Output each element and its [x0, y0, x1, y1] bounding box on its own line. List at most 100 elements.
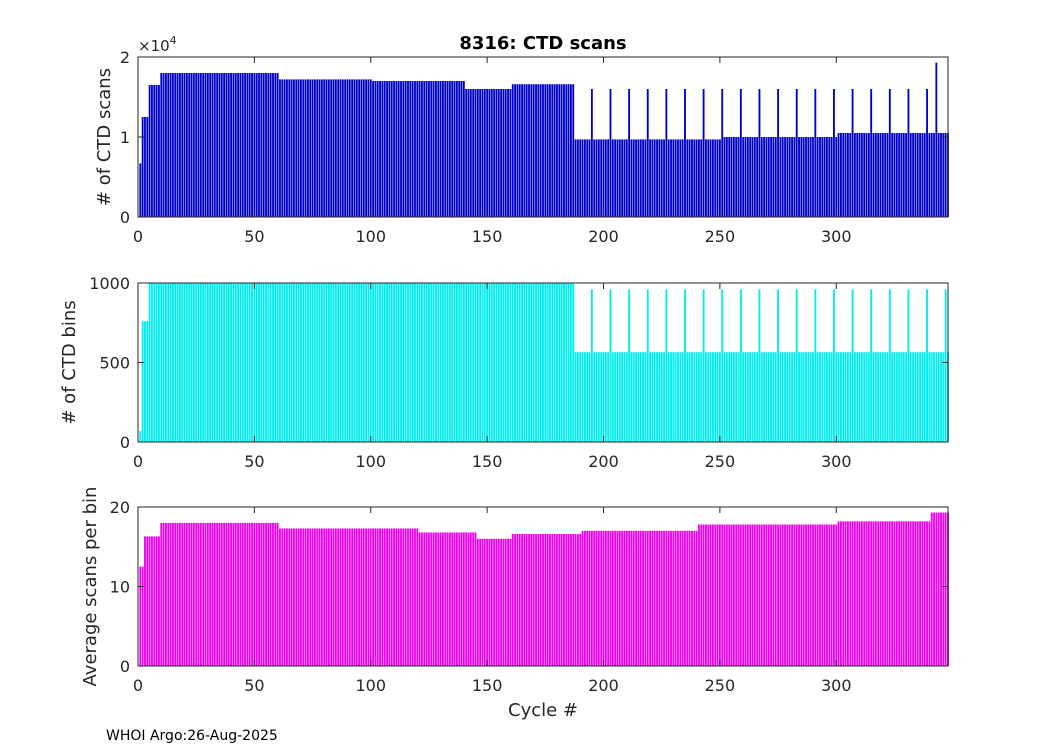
- bar: [493, 89, 496, 217]
- bar: [614, 352, 617, 442]
- bar: [286, 528, 288, 666]
- bar: [469, 532, 472, 666]
- bar: [802, 524, 805, 666]
- bar: [286, 283, 288, 442]
- bar: [863, 521, 866, 666]
- bar: [227, 283, 230, 442]
- bar: [146, 536, 149, 666]
- bar: [195, 283, 198, 442]
- bar: [330, 79, 333, 218]
- bar: [693, 530, 696, 666]
- bar: [465, 532, 468, 666]
- bar: [877, 521, 880, 666]
- bar: [695, 530, 698, 666]
- bar: [691, 352, 693, 442]
- bar: [407, 528, 409, 666]
- bar: [474, 532, 477, 666]
- bar: [779, 352, 782, 442]
- bar: [572, 283, 575, 442]
- bar: [244, 73, 246, 217]
- bar: [272, 73, 274, 217]
- bar: [919, 521, 921, 666]
- bar: [421, 283, 423, 442]
- bar: [923, 352, 926, 442]
- bar: [355, 283, 358, 442]
- bar: [181, 522, 184, 666]
- bar: [616, 530, 619, 666]
- bar: [574, 139, 577, 217]
- bar: [337, 79, 340, 218]
- bar: [488, 538, 491, 666]
- bar: [341, 79, 344, 218]
- x-tick-label: 300: [821, 227, 852, 246]
- bar: [625, 352, 628, 442]
- bar: [441, 81, 444, 217]
- bar: [537, 283, 540, 442]
- bar: [446, 283, 449, 442]
- bar: [265, 73, 267, 217]
- bar: [546, 283, 549, 442]
- bar: [604, 530, 607, 666]
- bar: [840, 521, 842, 666]
- bar: [404, 81, 407, 217]
- bar: [767, 524, 770, 666]
- bar: [788, 137, 791, 217]
- bar: [614, 530, 617, 666]
- bar: [165, 283, 167, 442]
- bar: [933, 133, 935, 217]
- bar: [225, 522, 228, 666]
- bar: [686, 530, 689, 666]
- bar: [886, 352, 889, 442]
- bar: [206, 283, 209, 442]
- bar: [753, 524, 756, 666]
- bar: [593, 352, 596, 442]
- bar: [306, 283, 309, 442]
- bar: [383, 81, 386, 217]
- bar: [691, 530, 693, 666]
- bar: [805, 137, 807, 217]
- bar: [199, 522, 202, 666]
- bar: [181, 283, 184, 442]
- bar: [495, 538, 498, 666]
- bar: [879, 352, 882, 442]
- bar: [346, 283, 349, 442]
- x-tick-label: 250: [705, 227, 736, 246]
- bar: [800, 137, 803, 217]
- bar: [898, 133, 901, 217]
- bar: [632, 530, 635, 666]
- bar: [490, 538, 493, 666]
- bar: [919, 133, 921, 217]
- bar: [279, 283, 281, 442]
- bar: [688, 139, 691, 217]
- bar: [479, 283, 482, 442]
- bar: [251, 522, 253, 666]
- bar: [858, 133, 861, 217]
- bar: [672, 352, 675, 442]
- bar: [274, 73, 277, 217]
- bar: [856, 521, 859, 666]
- bar: [188, 522, 191, 666]
- bar: [611, 352, 614, 442]
- bar: [381, 283, 384, 442]
- bar: [421, 532, 423, 666]
- bar: [895, 352, 898, 442]
- bar: [779, 137, 782, 217]
- bar: [891, 133, 894, 217]
- bar: [628, 89, 631, 217]
- bar: [279, 528, 281, 666]
- bar: [418, 81, 421, 217]
- bar: [148, 85, 151, 217]
- bar: [525, 534, 528, 666]
- bar: [465, 283, 468, 442]
- bar: [819, 524, 821, 666]
- bar: [339, 528, 342, 666]
- bar: [507, 89, 510, 217]
- bar: [162, 522, 165, 666]
- bar: [372, 528, 375, 666]
- bar: [751, 137, 754, 217]
- bar: [158, 536, 160, 666]
- bar: [379, 528, 381, 666]
- bar: [532, 283, 535, 442]
- bar: [530, 283, 533, 442]
